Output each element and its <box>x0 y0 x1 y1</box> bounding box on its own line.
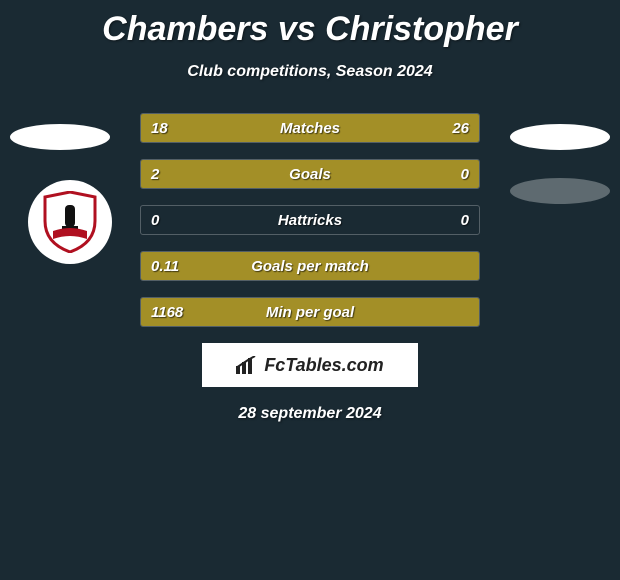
branding: FcTables.com <box>202 343 418 387</box>
stat-row: 18Matches26 <box>140 113 480 143</box>
stats-container: 18Matches262Goals00Hattricks00.11Goals p… <box>140 113 480 327</box>
shield-icon <box>43 191 97 253</box>
stat-label: Hattricks <box>141 206 479 234</box>
stat-label: Matches <box>141 114 479 142</box>
stat-row: 1168Min per goal <box>140 297 480 327</box>
branding-text: FcTables.com <box>264 355 383 376</box>
player-right-photo-placeholder <box>510 124 610 150</box>
stat-value-right: 26 <box>452 114 469 142</box>
bar-chart-icon <box>236 356 258 374</box>
page-subtitle: Club competitions, Season 2024 <box>0 63 620 81</box>
date-text: 28 september 2024 <box>0 405 620 423</box>
stat-label: Goals per match <box>141 252 479 280</box>
stat-row: 2Goals0 <box>140 159 480 189</box>
player-left-photo-placeholder <box>10 124 110 150</box>
stat-label: Min per goal <box>141 298 479 326</box>
club-left-crest <box>28 180 112 264</box>
stat-value-right: 0 <box>461 160 469 188</box>
stat-value-right: 0 <box>461 206 469 234</box>
club-right-crest-placeholder <box>510 178 610 204</box>
stat-row: 0.11Goals per match <box>140 251 480 281</box>
stat-label: Goals <box>141 160 479 188</box>
page-title: Chambers vs Christopher <box>0 0 620 49</box>
stat-row: 0Hattricks0 <box>140 205 480 235</box>
